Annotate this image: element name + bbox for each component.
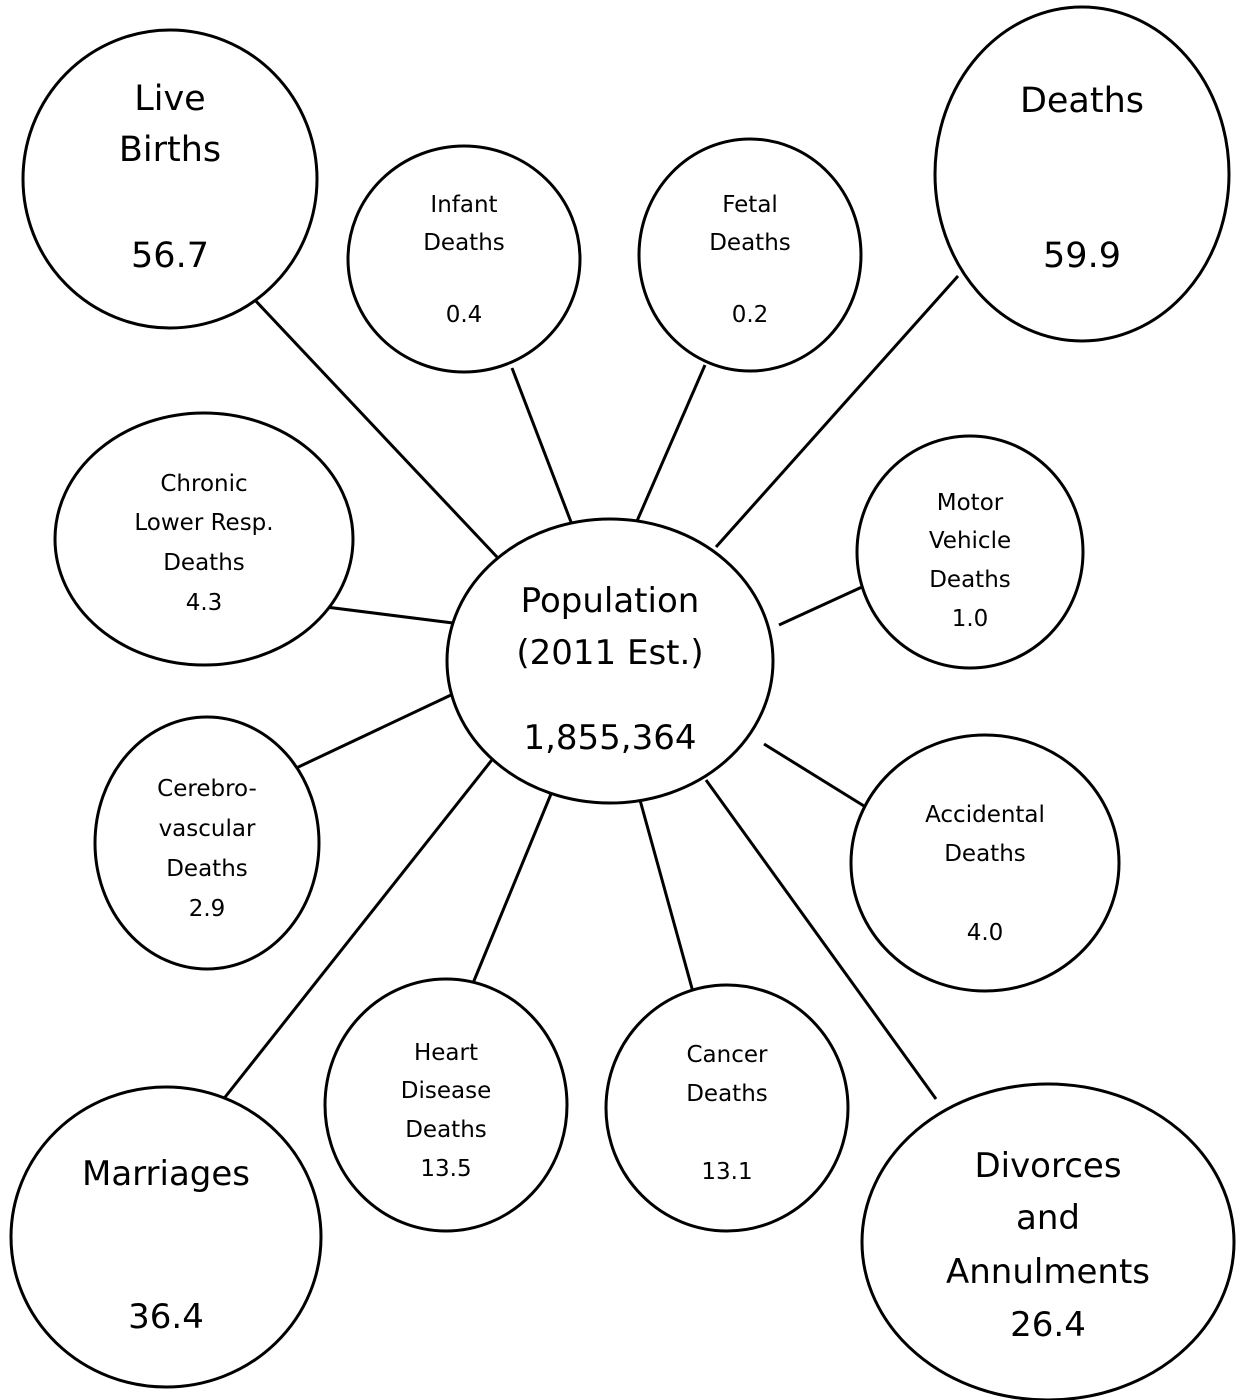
cancer-label-line2: Deaths <box>686 1081 768 1107</box>
marriages-value: 36.4 <box>128 1297 204 1337</box>
cancer-label-line1: Cancer <box>687 1042 769 1068</box>
heart-disease-value: 13.5 <box>420 1156 471 1182</box>
infant-deaths-value: 0.4 <box>446 302 483 328</box>
connector-live-births <box>250 295 499 559</box>
accidental-deaths-bubble: Accidental Deaths 4.0 <box>849 733 1121 993</box>
deaths-bubble: Deaths 59.9 <box>933 5 1231 343</box>
divorces-label-line3: Annulments <box>946 1252 1150 1292</box>
chronic-lower-resp-label-line1: Chronic <box>160 471 247 497</box>
infant-deaths-label-line1: Infant <box>430 192 497 218</box>
population-label-line2: (2011 Est.) <box>516 633 703 673</box>
infant-deaths-label-line2: Deaths <box>423 230 505 256</box>
heart-disease-label-line1: Heart <box>414 1040 478 1066</box>
connectors <box>220 275 960 1102</box>
connector-accidental <box>763 742 865 808</box>
cerebrovascular-label-line2: vascular <box>159 816 256 842</box>
deaths-label-line1: Deaths <box>1020 81 1144 121</box>
motor-vehicle-label-line3: Deaths <box>929 567 1011 593</box>
live-births-label-line2: Births <box>119 130 221 170</box>
connector-chronic-lower-resp <box>325 605 454 625</box>
heart-disease-label-line2: Disease <box>401 1078 491 1104</box>
accidental-value: 4.0 <box>967 920 1004 946</box>
infant-deaths-bubble: Infant Deaths 0.4 <box>346 144 582 374</box>
fetal-deaths-label-line2: Deaths <box>709 230 791 256</box>
population-value: 1,855,364 <box>523 718 696 758</box>
accidental-label-line1: Accidental <box>925 802 1045 828</box>
motor-vehicle-label-line2: Vehicle <box>929 528 1011 554</box>
fetal-deaths-bubble: Fetal Deaths 0.2 <box>637 137 863 373</box>
live-births-label-line1: Live <box>134 79 205 119</box>
fetal-deaths-label-line1: Fetal <box>722 192 778 218</box>
divorces-label-line1: Divorces <box>974 1146 1121 1186</box>
population-label-line1: Population <box>521 581 700 621</box>
cerebrovascular-deaths-bubble: Cerebro- vascular Deaths 2.9 <box>93 715 321 971</box>
motor-vehicle-label-line1: Motor <box>937 490 1004 516</box>
connector-fetal-deaths <box>635 364 707 522</box>
connector-motor-vehicle <box>778 585 863 627</box>
motor-vehicle-deaths-bubble: Motor Vehicle Deaths 1.0 <box>855 434 1085 670</box>
cerebrovascular-value: 2.9 <box>189 896 226 922</box>
connector-marriages <box>220 755 497 1102</box>
divorces-value: 26.4 <box>1010 1305 1086 1345</box>
connector-cancer <box>638 799 695 993</box>
cancer-value: 13.1 <box>701 1159 752 1185</box>
deaths-value: 59.9 <box>1043 236 1121 276</box>
accidental-label-line2: Deaths <box>944 841 1026 867</box>
cerebrovascular-label-line3: Deaths <box>166 856 248 882</box>
chronic-lower-resp-value: 4.3 <box>186 590 223 616</box>
connector-infant-deaths <box>510 367 573 523</box>
connector-heart-disease <box>469 793 553 989</box>
connector-divorces <box>704 779 938 1100</box>
heart-disease-deaths-bubble: Heart Disease Deaths 13.5 <box>323 977 569 1233</box>
chronic-lower-resp-deaths-bubble: Chronic Lower Resp. Deaths 4.3 <box>53 411 355 667</box>
marriages-bubble: Marriages 36.4 <box>9 1085 323 1389</box>
population-center-bubble: Population (2011 Est.) 1,855,364 <box>445 517 775 805</box>
connector-deaths <box>714 275 960 548</box>
fetal-deaths-value: 0.2 <box>732 302 769 328</box>
heart-disease-label-line3: Deaths <box>405 1117 487 1143</box>
cerebrovascular-label-line1: Cerebro- <box>157 776 257 802</box>
live-births-value: 56.7 <box>131 236 209 276</box>
divorces-and-annulments-bubble: Divorces and Annulments 26.4 <box>860 1082 1236 1400</box>
motor-vehicle-value: 1.0 <box>952 606 989 632</box>
connector-cerebrovascular <box>291 693 452 772</box>
live-births-bubble: Live Births 56.7 <box>21 28 319 330</box>
divorces-label-line2: and <box>1016 1198 1080 1238</box>
cancer-deaths-bubble: Cancer Deaths 13.1 <box>604 983 850 1233</box>
chronic-lower-resp-label-line2: Lower Resp. <box>134 510 273 536</box>
chronic-lower-resp-label-line3: Deaths <box>163 550 245 576</box>
marriages-label-line1: Marriages <box>82 1154 250 1194</box>
